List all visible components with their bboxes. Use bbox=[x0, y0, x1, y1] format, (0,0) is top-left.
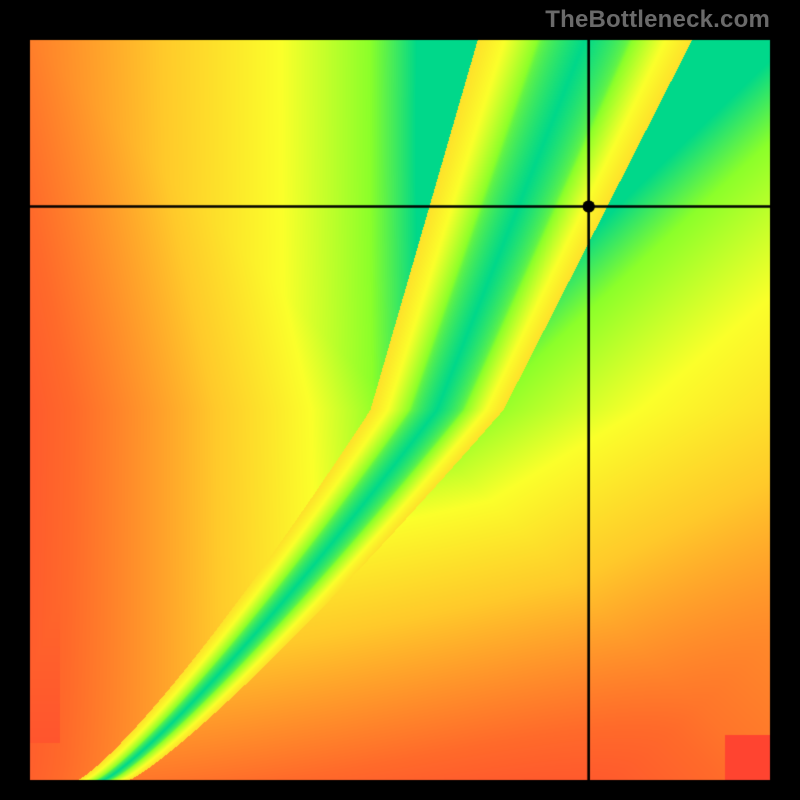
watermark-text: TheBottleneck.com bbox=[545, 6, 770, 34]
bottleneck-heatmap bbox=[0, 0, 800, 800]
